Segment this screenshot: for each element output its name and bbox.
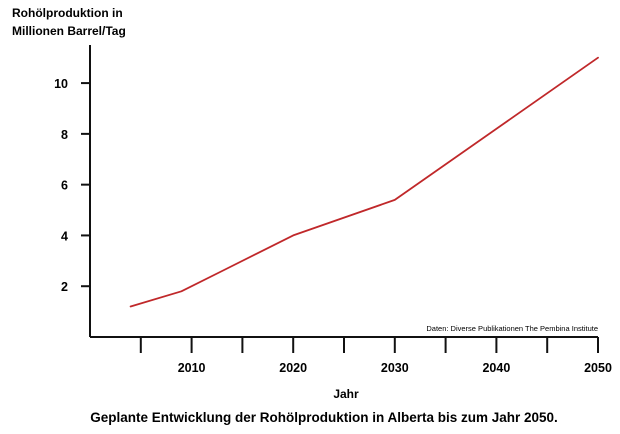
x-tick-label: 2050 — [584, 361, 612, 375]
y-axis-label-line-2: Millionen Barrel/Tag — [12, 24, 126, 38]
y-tick-label: 8 — [61, 128, 68, 142]
series-line — [129, 56, 599, 308]
y-axis-label-line-1: Rohölproduktion in — [12, 6, 123, 20]
chart-caption: Geplante Entwicklung der Rohölproduktion… — [90, 410, 558, 425]
x-tick-label: 2010 — [178, 361, 206, 375]
y-tick-label: 2 — [61, 280, 68, 294]
y-tick-label: 4 — [61, 229, 68, 243]
x-tick-label: 2030 — [381, 361, 409, 375]
x-tick-label: 2020 — [279, 361, 307, 375]
series-layer — [129, 56, 599, 308]
data-source-note: Daten: Diverse Publikationen The Pembina… — [426, 324, 598, 333]
y-tick-label: 6 — [61, 179, 68, 193]
y-tick-label: 10 — [54, 77, 68, 91]
x-tick-label: 2040 — [482, 361, 510, 375]
axes: 2 4 6 8 10 2010 2020 2030 2040 2050 — [54, 45, 612, 375]
x-axis-label: Jahr — [333, 387, 359, 401]
